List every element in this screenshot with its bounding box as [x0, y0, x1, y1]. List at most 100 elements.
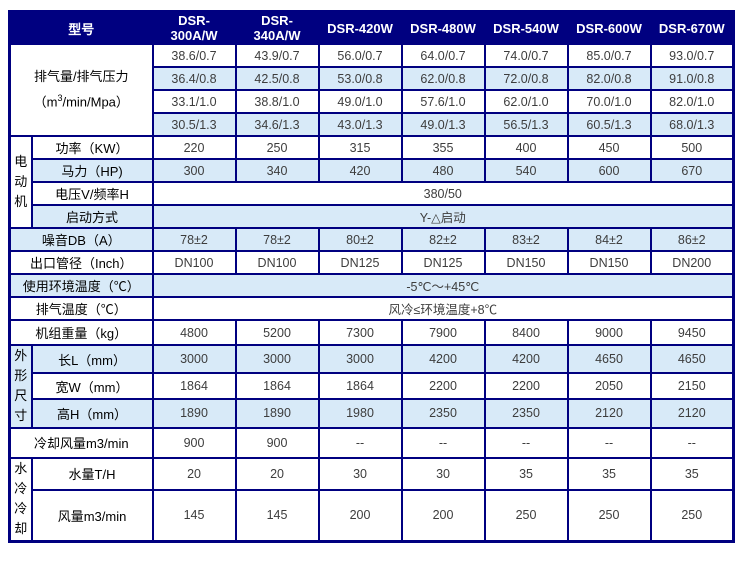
- value-cell: 1890: [234, 398, 320, 429]
- value-cell: 4800: [151, 319, 237, 346]
- cooling-air-row: 冷却风量m3/min 900 900 -- -- -- -- --: [8, 426, 735, 459]
- row-label-water-volume: 水量T/H: [30, 456, 154, 491]
- value-cell: DN100: [234, 250, 320, 275]
- value-cell: 9450: [649, 319, 735, 346]
- value-cell: --: [317, 426, 403, 459]
- model-header-dsr600: DSR-600W: [566, 10, 652, 45]
- dimension-height-row: 高H（mm） 1890 1890 1980 2350 2350 2120 212…: [10, 398, 735, 429]
- value-cell: --: [566, 426, 652, 459]
- row-label-outlet: 出口管径（Inch）: [8, 250, 154, 275]
- value-cell: 670: [649, 158, 735, 183]
- value-cell: 91.0/0.8: [649, 66, 735, 91]
- value-cell: 1980: [317, 398, 403, 429]
- motor-start-mode-row: 启动方式 Y-△启动: [10, 204, 735, 229]
- value-cell: 53.0/0.8: [317, 66, 403, 91]
- value-cell: 3000: [234, 343, 320, 375]
- value-cell: 33.1/1.0: [151, 89, 237, 114]
- row-label-power: 功率（KW）: [30, 135, 154, 160]
- value-cell: 4650: [649, 343, 735, 375]
- value-cell: 300: [151, 158, 237, 183]
- value-cell: DN150: [483, 250, 569, 275]
- weight-row: 机组重量（kg） 4800 5200 7300 7900 8400 9000 9…: [8, 319, 735, 346]
- row-label-ambient-temp: 使用环境温度（℃）: [8, 273, 154, 298]
- noise-row: 噪音DB（A） 78±2 78±2 80±2 82±2 83±2 84±2 86…: [8, 227, 735, 252]
- value-cell: 4200: [483, 343, 569, 375]
- motor-group-label: 电动机: [8, 135, 33, 229]
- value-cell: 30: [317, 456, 403, 491]
- row-label-exhaust-temp: 排气温度（℃）: [8, 296, 154, 321]
- compressor-spec-table: 型号 DSR-300A/W DSR-340A/W DSR-420W DSR-48…: [8, 10, 736, 544]
- value-cell: 83±2: [483, 227, 569, 252]
- value-cell: 35: [649, 456, 735, 491]
- ambient-temp-value-cell: -5℃～+45℃: [151, 273, 735, 298]
- value-cell: 3000: [317, 343, 403, 375]
- motor-power-row: 电动机 功率（KW） 220 250 315 355 400 450 500: [8, 135, 735, 229]
- value-cell: 42.5/0.8: [234, 66, 320, 91]
- value-cell: 35: [483, 456, 569, 491]
- value-cell: 900: [234, 426, 320, 459]
- value-cell: 56.0/0.7: [317, 43, 403, 68]
- header-row: 型号 DSR-300A/W DSR-340A/W DSR-420W DSR-48…: [8, 10, 735, 45]
- value-cell: 420: [317, 158, 403, 183]
- outlet-row: 出口管径（Inch） DN100 DN100 DN125 DN125 DN150…: [8, 250, 735, 275]
- value-cell: --: [649, 426, 735, 459]
- value-cell: 62.0/0.8: [400, 66, 486, 91]
- value-cell: 200: [400, 488, 486, 543]
- value-cell: 250: [649, 488, 735, 543]
- value-cell: 2120: [649, 398, 735, 429]
- value-cell: 57.6/1.0: [400, 89, 486, 114]
- capacity-label: 排气量/排气压力: [33, 69, 129, 85]
- capacity-row-0.8: 36.4/0.8 42.5/0.8 53.0/0.8 62.0/0.8 72.0…: [10, 66, 735, 91]
- dimension-length-row: 外形尺寸 长L（mm） 3000 3000 3000 4200 4200 465…: [8, 343, 735, 429]
- value-cell: 315: [317, 135, 403, 160]
- value-cell: DN200: [649, 250, 735, 275]
- water-air-volume-row: 风量m3/min 145 145 200 200 250 250 250: [10, 488, 735, 543]
- value-cell: 20: [234, 456, 320, 491]
- value-cell: 38.6/0.7: [151, 43, 237, 68]
- value-cell: 145: [151, 488, 237, 543]
- value-cell: 85.0/0.7: [566, 43, 652, 68]
- value-cell: 3000: [151, 343, 237, 375]
- exhaust-temp-row: 排气温度（℃） 风冷≤环境温度+8℃: [8, 296, 735, 321]
- value-cell: 500: [649, 135, 735, 160]
- value-cell: --: [400, 426, 486, 459]
- ambient-temp-row: 使用环境温度（℃） -5℃～+45℃: [8, 273, 735, 298]
- row-label-cooling-air: 冷却风量m3/min: [8, 426, 154, 459]
- row-label-start-mode: 启动方式: [30, 204, 154, 229]
- value-cell: 2200: [400, 372, 486, 401]
- value-cell: 49.0/1.3: [400, 112, 486, 137]
- row-label-width: 宽W（mm）: [30, 372, 154, 401]
- value-cell: 2350: [400, 398, 486, 429]
- row-label-height: 高H（mm）: [30, 398, 154, 429]
- value-cell: 145: [234, 488, 320, 543]
- capacity-unit-label: （m3/min/Mpa）: [33, 92, 129, 110]
- value-cell: 2200: [483, 372, 569, 401]
- value-cell: 93.0/0.7: [649, 43, 735, 68]
- value-cell: 2120: [566, 398, 652, 429]
- exhaust-temp-value-cell: 风冷≤环境温度+8℃: [151, 296, 735, 321]
- capacity-row-0.7: 排气量/排气压力 （m3/min/Mpa） 38.6/0.7 43.9/0.7 …: [8, 43, 735, 137]
- value-cell: 250: [234, 135, 320, 160]
- value-cell: 72.0/0.8: [483, 66, 569, 91]
- value-cell: 30: [400, 456, 486, 491]
- value-cell: 20: [151, 456, 237, 491]
- value-cell: --: [483, 426, 569, 459]
- model-header-dsr420: DSR-420W: [317, 10, 403, 45]
- row-label-noise: 噪音DB（A）: [8, 227, 154, 252]
- value-cell: 2150: [649, 372, 735, 401]
- value-cell: 82±2: [400, 227, 486, 252]
- value-cell: 43.9/0.7: [234, 43, 320, 68]
- value-cell: 78±2: [151, 227, 237, 252]
- value-cell: 70.0/1.0: [566, 89, 652, 114]
- motor-horsepower-row: 马力（HP) 300 340 420 480 540 600 670: [10, 158, 735, 183]
- value-cell: 1864: [151, 372, 237, 401]
- value-cell: 68.0/1.3: [649, 112, 735, 137]
- value-cell: 62.0/1.0: [483, 89, 569, 114]
- value-cell: 900: [151, 426, 237, 459]
- value-cell: 34.6/1.3: [234, 112, 320, 137]
- water-cooling-group-label: 水冷冷却: [8, 456, 33, 543]
- model-header-dsr340: DSR-340A/W: [234, 10, 320, 45]
- voltage-value-cell: 380/50: [151, 181, 735, 206]
- value-cell: 220: [151, 135, 237, 160]
- value-cell: 1864: [234, 372, 320, 401]
